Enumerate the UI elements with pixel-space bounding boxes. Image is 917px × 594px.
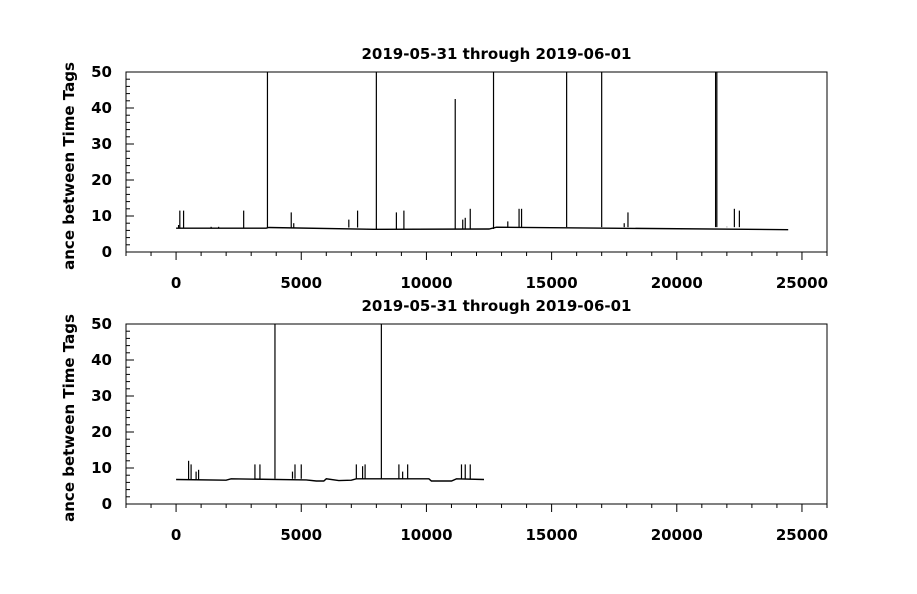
x-tick-label: 0 <box>171 526 181 544</box>
y-tick-label: 10 <box>91 207 112 225</box>
chart-title: 2019-05-31 through 2019-06-01 <box>362 45 632 63</box>
y-tick-label: 0 <box>102 495 112 513</box>
x-tick-label: 25000 <box>776 274 828 292</box>
series-baseline-line <box>176 226 789 231</box>
chart-panel-top: 2019-05-31 through 2019-06-01 ance betwee… <box>60 45 828 292</box>
y-tick-label: 40 <box>91 351 112 369</box>
chart-title: 2019-05-31 through 2019-06-01 <box>362 297 632 315</box>
y-axis-label: ance between Time Tags <box>60 314 78 522</box>
x-tick-label: 20000 <box>651 274 703 292</box>
y-tick-label: 40 <box>91 99 112 117</box>
y-tick-label: 0 <box>102 243 112 261</box>
y-tick-label: 30 <box>91 387 112 405</box>
y-tick-label: 20 <box>91 423 112 441</box>
x-tick-label: 10000 <box>400 526 452 544</box>
x-tick-label: 10000 <box>400 274 452 292</box>
y-axis-label: ance between Time Tags <box>60 62 78 270</box>
x-tick-label: 0 <box>171 274 181 292</box>
x-tick-label: 25000 <box>776 526 828 544</box>
x-tick-label: 15000 <box>526 526 578 544</box>
plot-frame <box>125 71 828 253</box>
plot-frame <box>125 323 828 505</box>
y-tick-label: 50 <box>91 315 112 333</box>
x-tick-label: 5000 <box>280 274 322 292</box>
series-baseline-line <box>176 478 485 482</box>
chart-panel-bottom: 2019-05-31 through 2019-06-01 ance betwee… <box>60 297 828 544</box>
x-tick-label: 15000 <box>526 274 578 292</box>
y-tick-label: 20 <box>91 171 112 189</box>
y-tick-label: 50 <box>91 63 112 81</box>
y-tick-label: 30 <box>91 135 112 153</box>
y-tick-label: 10 <box>91 459 112 477</box>
x-tick-label: 5000 <box>280 526 322 544</box>
x-tick-label: 20000 <box>651 526 703 544</box>
